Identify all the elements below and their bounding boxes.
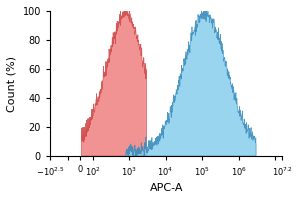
Polygon shape — [125, 8, 256, 156]
X-axis label: APC-A: APC-A — [149, 183, 183, 193]
Y-axis label: Count (%): Count (%) — [7, 56, 17, 112]
Polygon shape — [82, 9, 146, 156]
